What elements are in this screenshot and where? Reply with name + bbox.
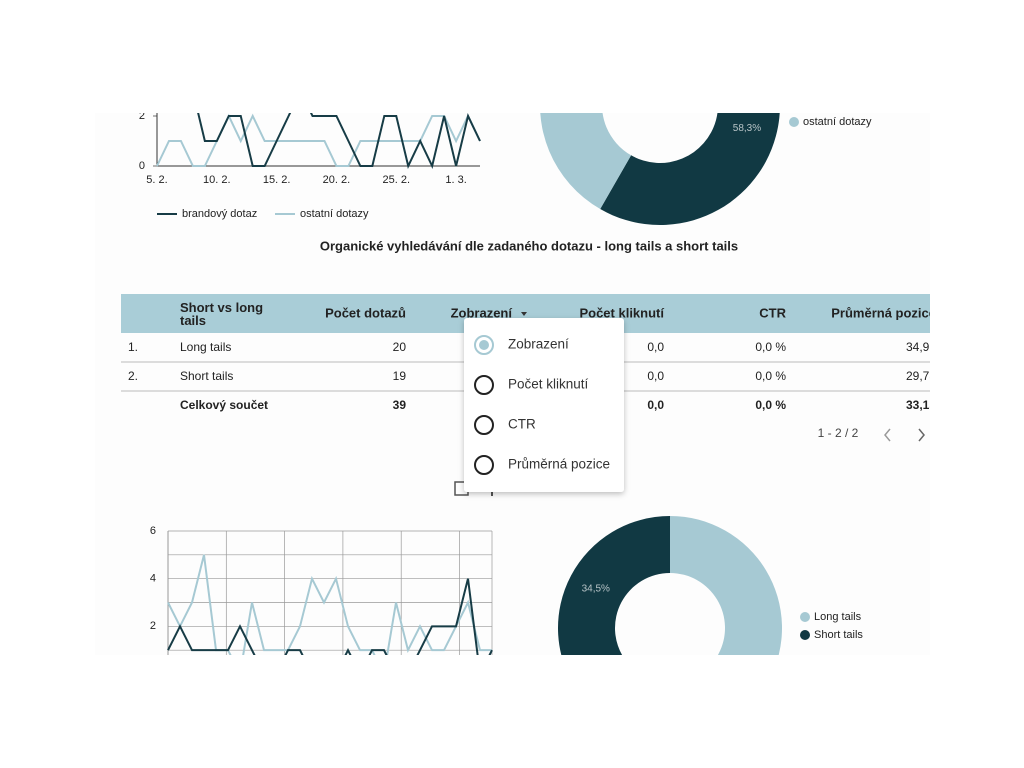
x-tick-label: 10. 2. bbox=[203, 174, 231, 186]
legend-swatch bbox=[800, 630, 810, 640]
radio-button[interactable] bbox=[474, 335, 494, 355]
total-cell: 0,0 % bbox=[755, 398, 786, 412]
donut-segment bbox=[540, 113, 632, 210]
donut-segment bbox=[558, 516, 670, 655]
radio-button[interactable] bbox=[474, 375, 494, 395]
donut-segment bbox=[600, 113, 780, 225]
total-cell: 39 bbox=[393, 398, 407, 412]
x-tick-label: 25. 2. bbox=[382, 174, 410, 186]
menu-option[interactable]: Průměrná pozice bbox=[508, 457, 610, 472]
column-header: Počet kliknutí bbox=[579, 305, 664, 320]
legend-label: ostatní dotazy bbox=[300, 208, 369, 220]
menu-option[interactable]: Zobrazení bbox=[508, 337, 569, 352]
y-tick-label: 0 bbox=[139, 160, 145, 172]
column-header: Počet dotazů bbox=[325, 305, 406, 320]
y-tick-label: 4 bbox=[150, 573, 156, 585]
donut-label: 34,5% bbox=[582, 583, 610, 594]
row-index: 1. bbox=[128, 340, 138, 354]
legend-label: ostatní dotazy bbox=[803, 116, 872, 128]
table-cell: 0,0 % bbox=[755, 369, 786, 383]
table-cell: 0,0 bbox=[647, 369, 664, 383]
legend-label: Short tails bbox=[814, 629, 863, 641]
table-cell: 19 bbox=[393, 369, 407, 383]
x-tick-label: 5. 2. bbox=[146, 174, 167, 186]
x-tick-label: 20. 2. bbox=[323, 174, 351, 186]
radio-button[interactable] bbox=[474, 415, 494, 435]
y-tick-label: 6 bbox=[150, 525, 156, 537]
prev-page[interactable] bbox=[884, 428, 891, 442]
legend-swatch bbox=[789, 117, 799, 127]
legend-label: brandový dotaz bbox=[803, 98, 878, 110]
donut-segment bbox=[670, 516, 782, 655]
table-cell: Short tails bbox=[180, 369, 233, 383]
radio-button[interactable] bbox=[474, 455, 494, 475]
line-series bbox=[167, 578, 493, 655]
y-tick-label: 2 bbox=[150, 620, 156, 632]
legend-swatch bbox=[789, 99, 799, 109]
table-cell: 0,0 % bbox=[755, 340, 786, 354]
table-cell: 0,0 bbox=[647, 340, 664, 354]
legend-label: Long tails bbox=[814, 611, 862, 623]
section-title: Organické vyhledávání dle zadaného dotaz… bbox=[320, 238, 738, 253]
y-tick-label: 2 bbox=[139, 110, 145, 122]
sort-arrow bbox=[521, 312, 527, 316]
table-cell: Long tails bbox=[180, 340, 231, 354]
column-header: Průměrná pozice bbox=[831, 305, 936, 320]
line-series bbox=[197, 113, 481, 169]
table-cell: 20 bbox=[393, 340, 407, 354]
table-cell: 29,73 bbox=[906, 369, 936, 383]
column-header: CTR bbox=[759, 305, 786, 320]
legend-swatch bbox=[800, 612, 810, 622]
row-index: 2. bbox=[128, 369, 138, 383]
x-tick-label: 1. 3. bbox=[445, 174, 466, 186]
line-series bbox=[156, 113, 481, 167]
overlay: Zobrazení Počet kliknutí CTR Průměrná pozic… bbox=[464, 318, 624, 492]
total-cell: 33,15 bbox=[906, 398, 936, 412]
table-cell: 34,96 bbox=[906, 340, 936, 354]
menu-option[interactable]: Počet kliknutí bbox=[508, 377, 589, 392]
menu-option[interactable]: CTR bbox=[508, 417, 536, 432]
total-cell: Celkový součet bbox=[180, 398, 268, 412]
pagination: 1 - 2 / 2 bbox=[818, 426, 859, 440]
column-header[interactable]: Zobrazení bbox=[451, 305, 513, 320]
total-cell: 0,0 bbox=[647, 398, 664, 412]
legend-label: brandový dotaz bbox=[182, 208, 257, 220]
x-tick-label: 15. 2. bbox=[263, 174, 291, 186]
donut-label: 58,3% bbox=[733, 123, 761, 134]
radio-dot bbox=[479, 340, 489, 350]
column-header: Short vs long tails bbox=[180, 300, 264, 328]
dropdown-menu bbox=[464, 318, 624, 492]
next-page[interactable] bbox=[918, 428, 925, 442]
